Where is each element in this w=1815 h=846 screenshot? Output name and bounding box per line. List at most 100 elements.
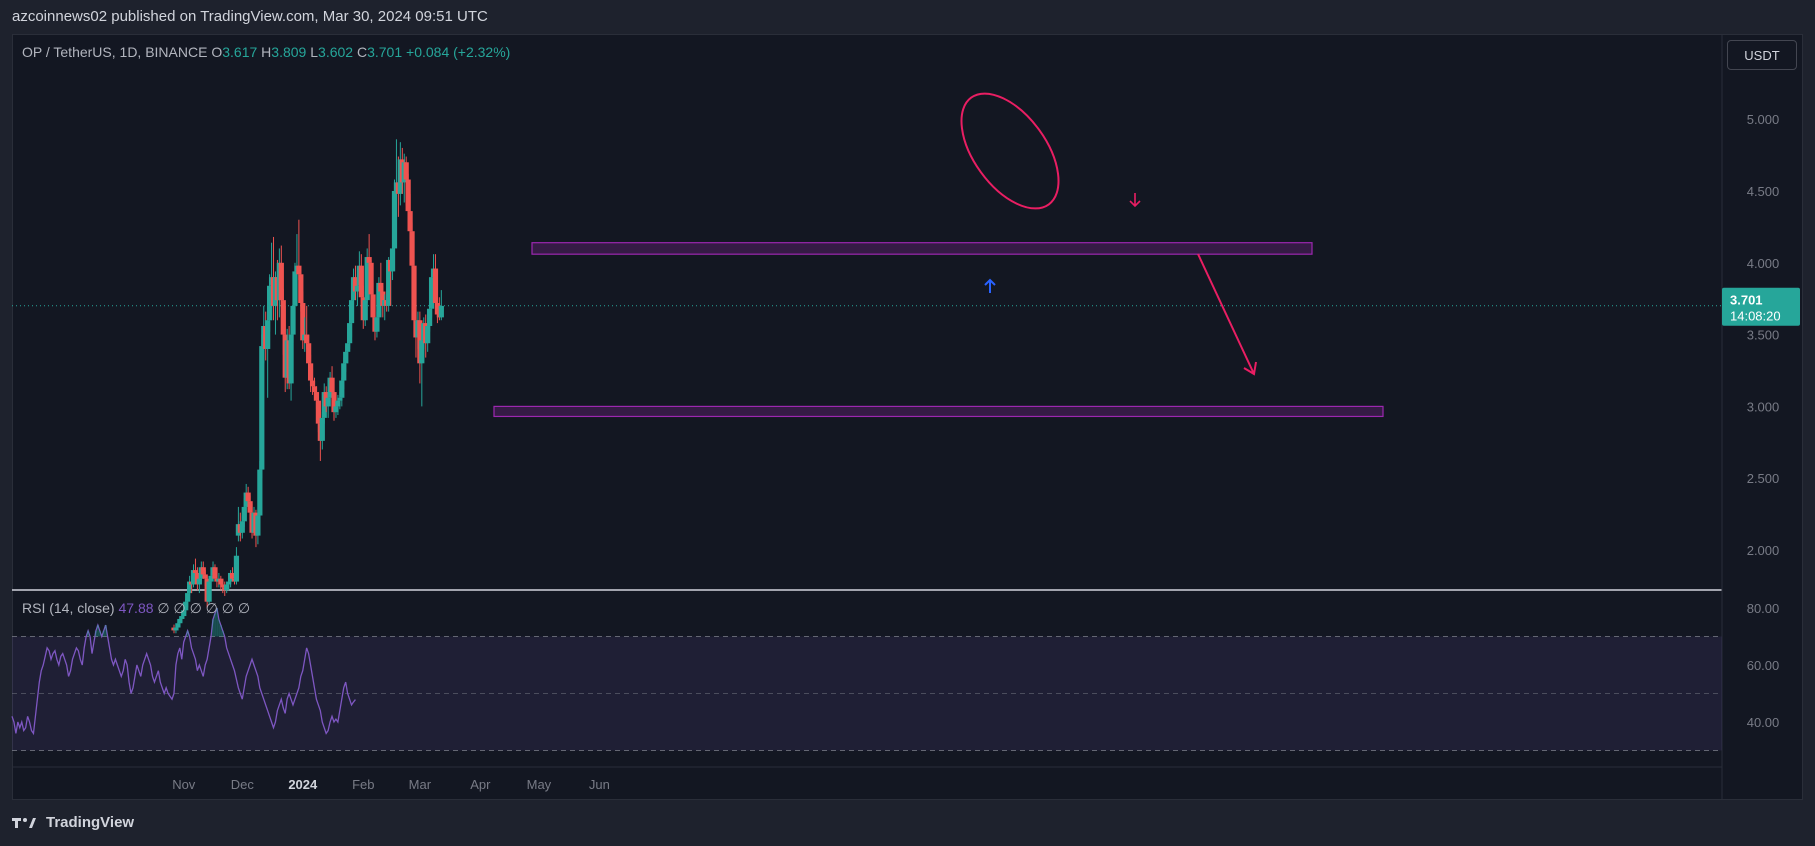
- candle-body: [304, 334, 310, 344]
- candle-body: [307, 363, 314, 381]
- candle-body: [306, 343, 312, 364]
- publisher-header: azcoinnews02 published on TradingView.co…: [12, 8, 488, 25]
- candle-body: [288, 334, 294, 384]
- candle-body: [175, 623, 181, 628]
- support-zone: [493, 405, 1384, 418]
- time-tick-label: May: [527, 777, 552, 792]
- candle-body: [298, 274, 304, 304]
- candle-body: [362, 300, 368, 321]
- time-tick-label: Nov: [172, 777, 196, 792]
- candle-body: [315, 400, 321, 424]
- projection-arrow-icon: [1197, 253, 1257, 376]
- candle-body: [177, 618, 183, 624]
- rsi-tick-label: 40.00: [1747, 715, 1780, 730]
- candle-body: [380, 291, 386, 306]
- candle-body: [427, 308, 433, 326]
- candle-body: [181, 610, 187, 617]
- candle-body: [329, 377, 335, 393]
- price-tick-label: 4.000: [1747, 256, 1780, 271]
- candle-body: [419, 340, 425, 364]
- candle-body: [428, 277, 435, 309]
- candle-body: [368, 262, 374, 295]
- open-value: 3.617: [222, 44, 258, 60]
- rsi-line: [11, 607, 356, 736]
- candle-body: [229, 572, 236, 579]
- price-tick-label: 4.500: [1747, 184, 1780, 199]
- candle-body: [179, 616, 185, 619]
- candles-group: [171, 139, 444, 634]
- candle-body: [239, 521, 245, 533]
- candle-body: [220, 584, 226, 588]
- price-tick-label: 2.000: [1747, 543, 1780, 558]
- candle-body: [337, 397, 343, 401]
- high-value: 3.809: [271, 44, 307, 60]
- candle-body: [403, 162, 409, 180]
- candle-body: [432, 268, 439, 304]
- close-value: 3.701: [367, 44, 403, 60]
- candle-body: [378, 282, 384, 292]
- candle-body: [278, 262, 284, 301]
- candle-body: [296, 265, 302, 275]
- resistance-arrow-icon: [1129, 193, 1141, 208]
- candle-body: [347, 323, 353, 344]
- candle-body: [185, 593, 191, 602]
- resistance-zone: [531, 242, 1313, 255]
- candle-body: [343, 351, 349, 364]
- rsi-nulls: ∅ ∅ ∅ ∅ ∅ ∅: [157, 600, 251, 616]
- candle-body: [374, 317, 380, 332]
- candle-body: [376, 282, 382, 318]
- low-value: 3.602: [318, 44, 354, 60]
- candle-body: [325, 397, 331, 407]
- rsi-value: 47.88: [118, 600, 154, 616]
- candle-body: [389, 248, 396, 272]
- candle-body: [226, 581, 232, 585]
- time-tick-label: Mar: [409, 777, 432, 792]
- candle-body: [267, 285, 273, 321]
- price-tick-label: 5.000: [1747, 112, 1780, 127]
- candle-body: [335, 400, 341, 407]
- candle-body: [259, 346, 265, 470]
- candle-body: [265, 320, 271, 349]
- candle-body: [407, 211, 413, 232]
- rsi-info: RSI (14, close) 47.88 ∅ ∅ ∅ ∅ ∅ ∅: [22, 600, 250, 617]
- last-price-value: 3.701: [1730, 293, 1763, 308]
- rsi-tick-label: 60.00: [1747, 658, 1780, 673]
- candle-body: [319, 417, 325, 441]
- candle-body: [202, 574, 208, 579]
- candle-body: [192, 570, 199, 573]
- candle-body: [224, 584, 230, 591]
- candle-body: [411, 265, 417, 321]
- candle-body: [247, 501, 253, 513]
- candle-body: [364, 257, 370, 301]
- candle-body: [345, 343, 351, 352]
- candle-body: [290, 305, 296, 335]
- symbol-name: OP / TetherUS, 1D, BINANCE: [22, 44, 208, 60]
- candle-body: [331, 392, 337, 413]
- candle-body: [339, 380, 345, 398]
- candle-body: [241, 506, 247, 522]
- highlight-ellipse: [960, 92, 1060, 210]
- candle-body: [245, 492, 251, 502]
- candle-body: [438, 305, 444, 318]
- time-tick-label: Jun: [589, 777, 610, 792]
- currency-button[interactable]: USDT: [1727, 40, 1797, 70]
- candle-body: [333, 406, 339, 413]
- candle-body: [257, 469, 263, 516]
- candle-body: [187, 581, 193, 594]
- candle-body: [391, 191, 398, 249]
- tradingview-brand: TradingView: [46, 814, 135, 831]
- candle-body: [173, 627, 179, 631]
- price-tick-label: 3.000: [1747, 399, 1780, 414]
- candle-body: [300, 303, 306, 341]
- rsi-tick-label: 80.00: [1747, 601, 1780, 616]
- rsi-label: RSI (14, close): [22, 600, 115, 616]
- candle-body: [206, 581, 212, 602]
- high-label: H: [261, 44, 272, 60]
- tradingview-footer[interactable]: TradingView: [12, 814, 134, 831]
- tradingview-logo-icon: [12, 817, 36, 828]
- candle-body: [425, 325, 431, 344]
- candle-body: [218, 578, 224, 585]
- candle-body: [313, 392, 320, 401]
- candle-body: [366, 257, 372, 263]
